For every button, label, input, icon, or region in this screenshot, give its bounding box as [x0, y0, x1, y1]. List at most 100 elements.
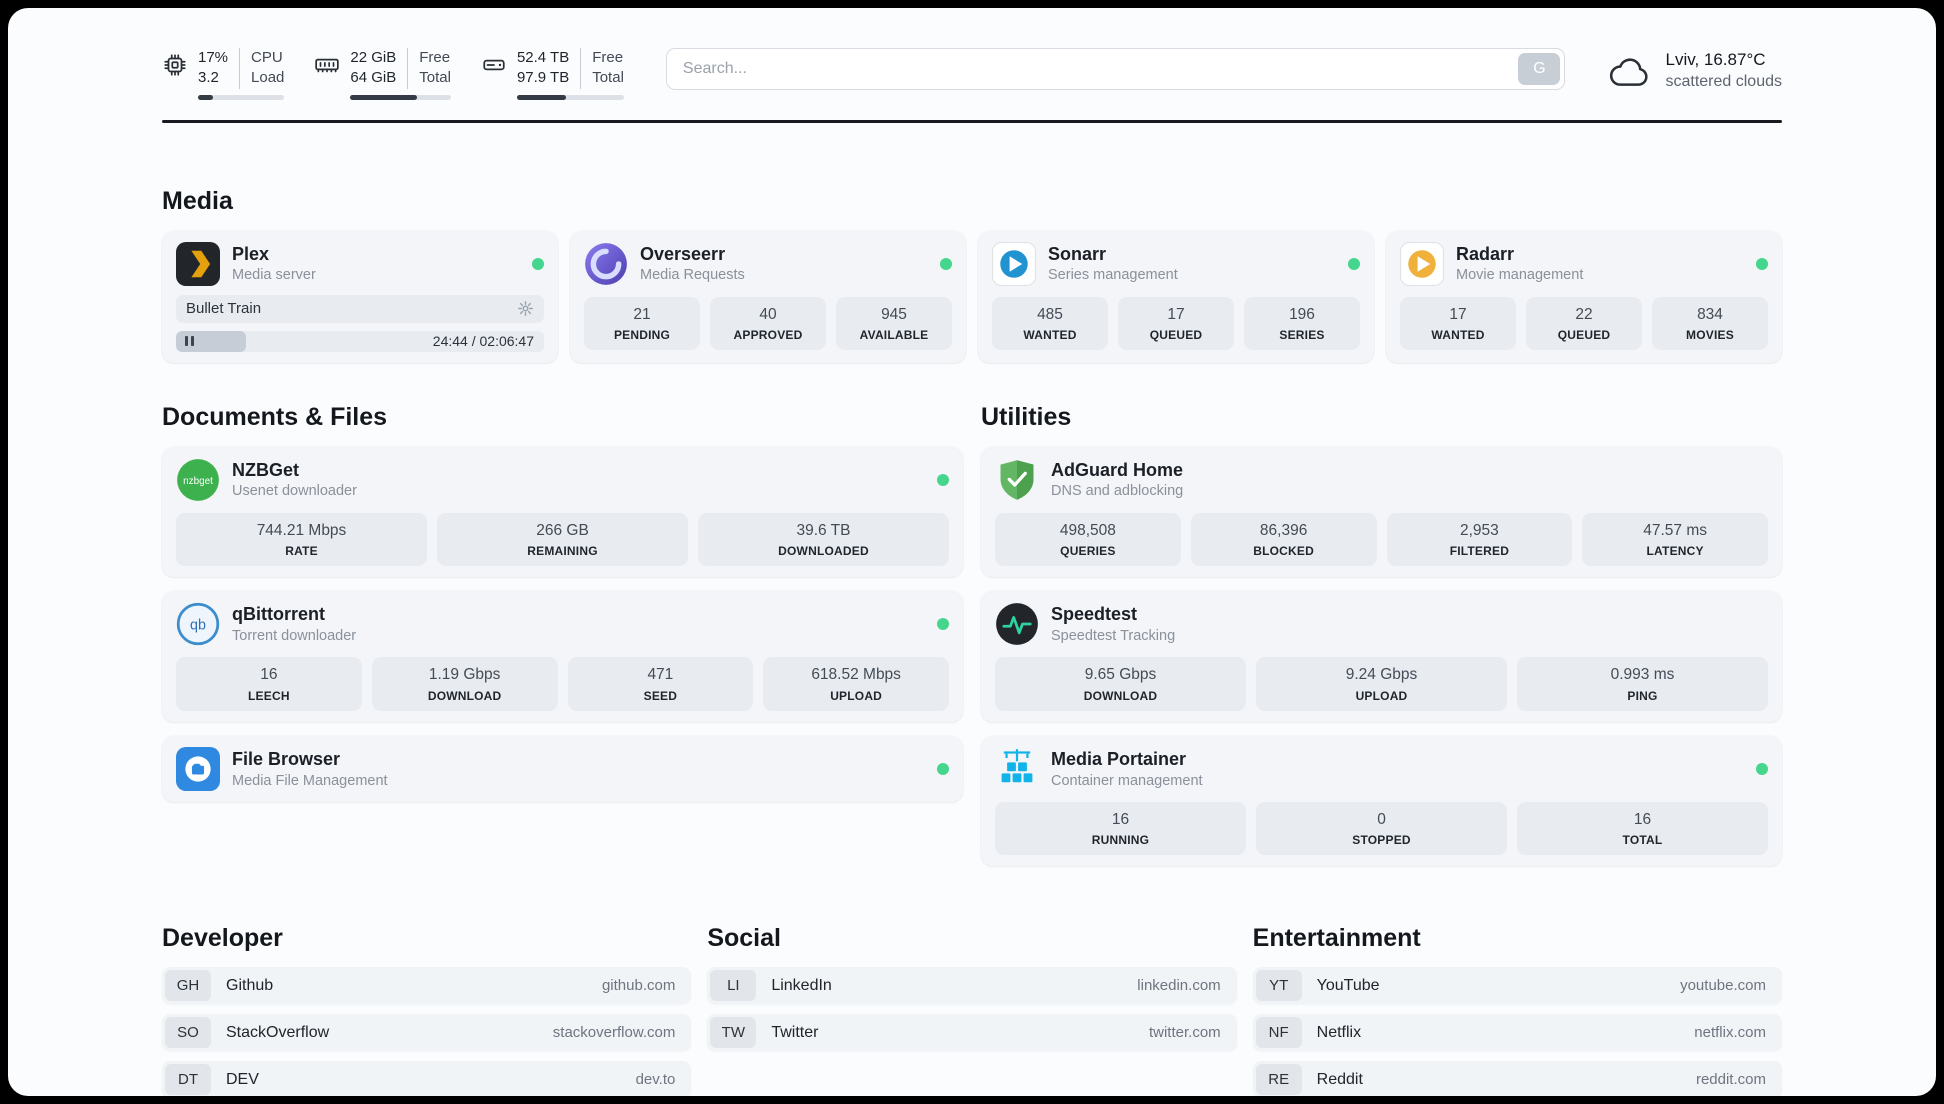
app-name: Plex [232, 243, 270, 264]
stat-value: 17 [1167, 305, 1185, 323]
sonarr-icon [992, 241, 1036, 286]
weather-location: Lviv, 16.87°C [1665, 50, 1766, 69]
netflix-icon: NF [1255, 1017, 1302, 1049]
stat-label: PENDING [613, 328, 671, 343]
stat-value: 266 GB [536, 521, 589, 539]
stat-tile: 21 PENDING [584, 296, 700, 351]
filebrowser-icon [176, 746, 220, 791]
stat-value: 21 [633, 305, 651, 323]
stat-value: 16 [1633, 810, 1652, 828]
stat-label: QUEUED [1149, 328, 1203, 343]
seek-bar[interactable]: 24:44 / 02:06:47 [176, 330, 544, 352]
speedtest-card[interactable]: Speedtest Speedtest Tracking 9.65 Gbps D… [981, 591, 1782, 722]
stat-label: APPROVED [733, 328, 803, 343]
stat-value: 471 [647, 666, 674, 684]
stat-tile: 17 QUEUED [1118, 296, 1234, 351]
link-reddit[interactable]: RE Reddit reddit.com [1252, 1061, 1782, 1096]
qbittorrent-icon: qb [176, 602, 220, 646]
link-linkedin[interactable]: LI LinkedIn linkedin.com [707, 967, 1237, 1005]
cpu-progress-bar [198, 94, 285, 100]
plex-card[interactable]: Plex Media server Bullet Train [162, 230, 558, 363]
status-dot-online [1756, 257, 1768, 270]
ram-progress-bar [350, 94, 451, 100]
filebrowser-card[interactable]: File Browser Media File Management [162, 735, 963, 802]
section-developer: Developer GH Github github.com SO StackO… [162, 922, 692, 1096]
link-stackoverflow[interactable]: SO StackOverflow stackoverflow.com [162, 1014, 692, 1052]
pause-icon[interactable] [185, 336, 194, 346]
app-name: NZBGet [232, 459, 299, 480]
link-name: DEV [226, 1070, 259, 1088]
link-dev[interactable]: DT DEV dev.to [162, 1061, 692, 1096]
link-name: YouTube [1316, 976, 1380, 994]
stat-label: SEED [643, 688, 678, 703]
app-desc: DNS and adblocking [1051, 483, 1184, 500]
entertainment-section-title: Entertainment [1252, 924, 1421, 953]
qbittorrent-card[interactable]: qb qBittorrent Torrent downloader 16 [162, 591, 963, 722]
stat-tile: 196 SERIES [1244, 296, 1360, 351]
status-dot-online [532, 257, 544, 270]
top-bar: 17% 3.2 CPU Load [162, 8, 1782, 100]
link-url: twitter.com [1148, 1024, 1221, 1042]
stackoverflow-icon: SO [165, 1017, 211, 1049]
stat-value: 9.24 Gbps [1345, 666, 1418, 684]
adguard-card[interactable]: AdGuard Home DNS and adblocking 498,508 … [981, 446, 1782, 578]
cpu-label-top: CPU [251, 49, 283, 66]
seek-progress-fill [176, 330, 246, 352]
media-section-title: Media [162, 186, 233, 215]
disk-label-bottom: Total [592, 69, 624, 87]
speedtest-icon [995, 602, 1039, 646]
link-url: youtube.com [1680, 977, 1766, 995]
stat-value: 945 [881, 305, 907, 323]
nzbget-icon: nzbget [176, 458, 220, 502]
cloud-icon [1607, 51, 1653, 91]
app-desc: Series management [1048, 267, 1178, 284]
stat-value: 485 [1037, 305, 1063, 323]
stat-value: 47.57 ms [1643, 521, 1707, 539]
stat-value: 40 [759, 305, 777, 323]
stat-label: WANTED [1023, 328, 1077, 343]
stat-label: SERIES [1279, 328, 1325, 343]
portainer-card[interactable]: Media Portainer Container management 16 … [981, 735, 1782, 867]
link-youtube[interactable]: YT YouTube youtube.com [1252, 967, 1782, 1005]
link-twitter[interactable]: TW Twitter twitter.com [707, 1014, 1237, 1052]
stat-tile: 618.52 Mbps UPLOAD [763, 657, 949, 711]
stat-tile: 22 QUEUED [1526, 296, 1642, 351]
social-section-title: Social [707, 924, 781, 953]
stat-label: QUERIES [1060, 544, 1116, 559]
app-name: File Browser [232, 748, 341, 769]
status-dot-online [1348, 257, 1360, 270]
playback-time: 24:44 / 02:06:47 [432, 333, 534, 349]
stat-value: 17 [1449, 305, 1467, 323]
search-input[interactable] [665, 48, 1566, 90]
sonarr-card[interactable]: Sonarr Series management 485 WANTED 17 Q… [978, 230, 1374, 363]
stat-tile: 834 MOVIES [1652, 296, 1768, 351]
stat-label: STOPPED [1352, 833, 1411, 848]
stat-label: AVAILABLE [859, 328, 929, 343]
gear-icon[interactable] [517, 300, 534, 317]
radarr-icon [1400, 241, 1444, 286]
stat-value: 9.65 Gbps [1084, 666, 1157, 684]
disk-total-value: 97.9 TB [516, 69, 570, 87]
reddit-icon: RE [1255, 1064, 1302, 1096]
link-netflix[interactable]: NF Netflix netflix.com [1252, 1014, 1782, 1052]
search-provider-button[interactable]: G [1518, 53, 1561, 85]
now-playing-row: Bullet Train [176, 294, 544, 323]
stat-tile: 0 STOPPED [1256, 801, 1507, 856]
ram-icon [314, 52, 340, 78]
app-name: Radarr [1456, 243, 1515, 264]
overseerr-card[interactable]: Overseerr Media Requests 21 PENDING 40 A… [570, 230, 966, 363]
stat-tile: 2,953 FILTERED [1386, 512, 1573, 567]
svg-text:nzbget: nzbget [183, 475, 213, 486]
radarr-card[interactable]: Radarr Movie management 17 WANTED 22 QUE… [1386, 230, 1782, 363]
ram-free-value: 22 GiB [350, 49, 397, 66]
link-url: netflix.com [1694, 1024, 1766, 1042]
stat-label: DOWNLOADED [778, 544, 869, 559]
link-url: linkedin.com [1137, 977, 1221, 995]
status-dot-online [940, 257, 952, 270]
link-name: Github [226, 976, 274, 994]
app-name: qBittorrent [232, 604, 325, 625]
stat-value: 0 [1377, 810, 1386, 828]
overseerr-icon [584, 242, 628, 286]
link-github[interactable]: GH Github github.com [162, 967, 692, 1005]
nzbget-card[interactable]: nzbget NZBGet Usenet downloader 744.21 M… [162, 446, 963, 578]
